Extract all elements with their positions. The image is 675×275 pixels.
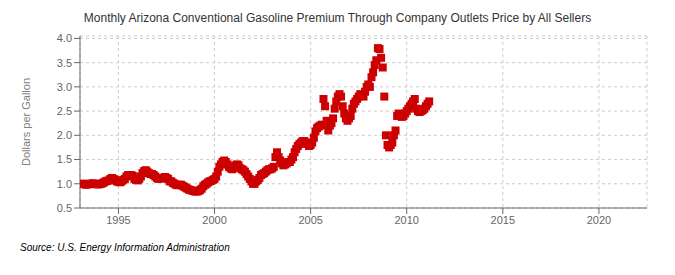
svg-text:2.0: 2.0	[57, 129, 72, 141]
svg-text:2010: 2010	[395, 214, 419, 226]
svg-text:3.5: 3.5	[57, 57, 72, 69]
svg-text:1.0: 1.0	[57, 178, 72, 190]
svg-text:1995: 1995	[106, 214, 130, 226]
svg-text:Dollars per Gallon: Dollars per Gallon	[20, 78, 32, 166]
svg-text:2015: 2015	[491, 214, 515, 226]
svg-text:3.0: 3.0	[57, 81, 72, 93]
svg-text:0.5: 0.5	[57, 202, 72, 214]
svg-text:1.5: 1.5	[57, 153, 72, 165]
html-text:Monthly Arizona Conventional G: Monthly Arizona Conventional Gasoline Pr…	[83, 11, 592, 25]
svg-text:2.5: 2.5	[57, 105, 72, 117]
svg-text:2005: 2005	[298, 214, 322, 226]
html-text:Source: U.S. Energy Informatio: Source: U.S. Energy Information Administ…	[20, 242, 230, 253]
svg-text:2020: 2020	[587, 214, 611, 226]
svg-text:2000: 2000	[202, 214, 226, 226]
svg-text:4.0: 4.0	[57, 32, 72, 44]
